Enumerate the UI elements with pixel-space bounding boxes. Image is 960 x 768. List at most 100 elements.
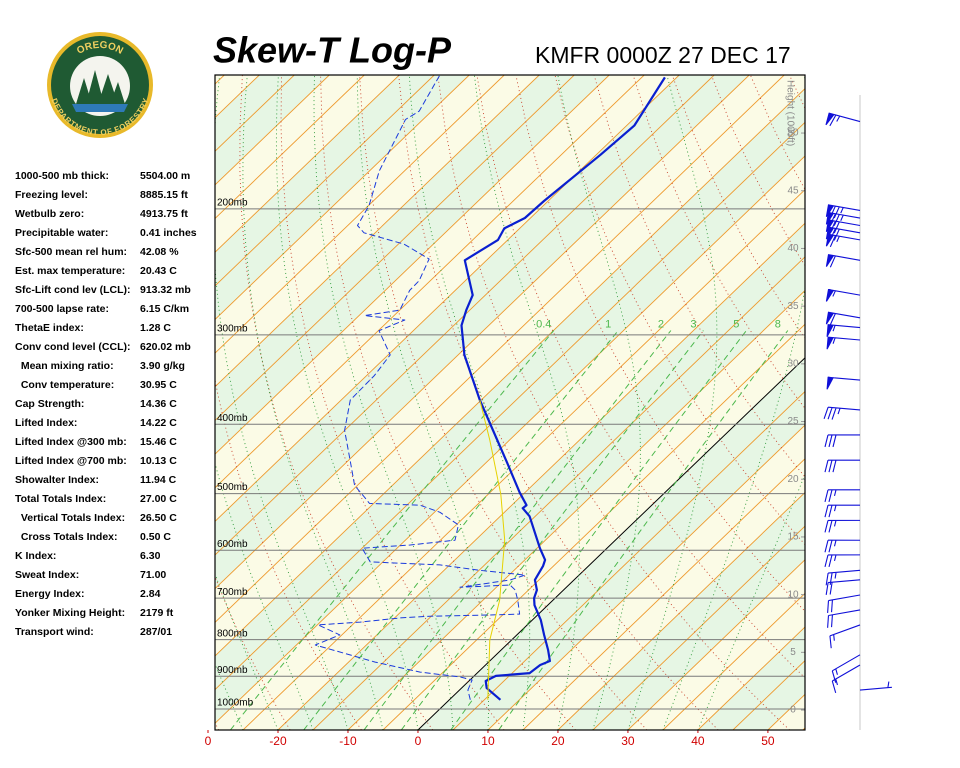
pressure-label: 600mb (217, 539, 248, 550)
index-value: 620.02 mb (140, 341, 191, 353)
mixing-ratio-line (450, 330, 747, 730)
indices-list: 1000-500 mb thick: 5504.00 m Freezing leve… (15, 170, 197, 638)
dewpoint-line (314, 75, 526, 700)
y2-tick-label: 45 (787, 185, 799, 196)
logo-text-top: OREGON (75, 40, 125, 57)
dry-adiabat (829, 75, 960, 730)
pressure-label: 800mb (217, 628, 248, 639)
isotherm (215, 75, 470, 321)
x-tick-label: -20 (269, 734, 287, 748)
index-label: Lifted Index @300 mb: (15, 436, 127, 448)
wind-barb (825, 233, 861, 248)
isotherm (522, 458, 805, 730)
index-value: 14.22 C (140, 417, 177, 429)
index-value: 1.28 C (140, 322, 171, 334)
wind-barb (825, 204, 861, 219)
wind-barb (826, 376, 861, 390)
x-tick-label: 30 (621, 734, 635, 748)
wind-barb (827, 594, 861, 613)
wind-barb (824, 489, 861, 502)
index-label: ThetaE index: (15, 322, 84, 334)
wind-barb (825, 254, 861, 268)
index-label: Conv temperature: (15, 379, 114, 391)
index-label: 700-500 lapse rate: (15, 303, 109, 315)
mixing-ratio-line (230, 330, 555, 730)
isotherm (838, 75, 960, 730)
isotherm (215, 75, 505, 354)
wind-barb (824, 539, 861, 553)
pressure-label: 900mb (217, 665, 248, 676)
wind-barb (859, 681, 892, 691)
index-value: 0.41 inches (140, 227, 197, 239)
wind-barb (829, 624, 861, 649)
wind-barb (826, 336, 861, 350)
index-value: 0.50 C (140, 531, 171, 543)
isotherm (215, 75, 435, 287)
index-label: Est. max temperature: (15, 265, 125, 277)
wind-barb (823, 406, 861, 420)
index-value: 15.46 C (140, 436, 177, 448)
pressure-label: 1000mb (217, 698, 254, 709)
y2-axis-label: Height (1000ft) (784, 80, 795, 146)
index-label: Wetbulb zero: (15, 208, 84, 220)
wind-barb (825, 311, 861, 326)
wind-barb (824, 434, 861, 448)
moist-adiabat (473, 75, 580, 730)
x-tick-label: 50 (761, 734, 775, 748)
mixing-ratio-label: 1 (605, 318, 611, 330)
index-value: 42.08 % (140, 246, 179, 258)
axes: 0.4 1 2 3 5 8200mb300mb400mb500mb600mb700mb80… (205, 74, 806, 748)
y2-tick-label: 30 (787, 358, 799, 369)
isotherm (215, 75, 785, 623)
index-label: Conv cond level (CCL): (15, 341, 131, 353)
mixing-ratio-label: 3 (690, 318, 696, 330)
isotherm (215, 75, 540, 388)
isotherm (215, 75, 610, 455)
mixing-ratio-label: 5 (733, 318, 739, 330)
wind-barb (824, 519, 861, 533)
wind-barb (827, 609, 861, 628)
isotherm (242, 188, 805, 730)
zero-isotherm (417, 357, 805, 730)
pressure-label: 300mb (217, 323, 248, 334)
index-label: Energy Index: (15, 588, 84, 600)
isotherm (627, 559, 805, 730)
x-tick-label: 40 (691, 734, 705, 748)
index-label: Lifted Index @700 mb: (15, 455, 127, 467)
index-label: Showalter Index: (15, 474, 99, 486)
plot-frame (214, 74, 806, 731)
y2-tick-label: 0 (790, 705, 796, 716)
isotherm (215, 121, 805, 691)
isotherm (215, 75, 575, 422)
wind-barb (831, 664, 861, 694)
wind-barb (824, 554, 861, 568)
isotherm (312, 256, 805, 730)
chart-title: Skew-T Log-P (213, 30, 452, 71)
index-value: 287/01 (140, 626, 172, 638)
y2-tick-label: 10 (787, 589, 799, 600)
chart-subtitle: KMFR 0000Z 27 DEC 17 (535, 42, 791, 68)
index-label: Freezing level: (15, 189, 88, 201)
logo-water (72, 104, 128, 112)
wind-barbs (823, 95, 892, 730)
mixing-ratio-line (303, 330, 619, 730)
isotherm-band (838, 75, 960, 730)
wind-barb (831, 654, 861, 683)
mixing-ratio-line (498, 330, 789, 730)
parcel-line (479, 399, 506, 700)
index-label: Sfc-500 mean rel hum: (15, 246, 127, 258)
index-value: 6.15 C/km (140, 303, 189, 315)
index-label: Vertical Totals Index: (15, 512, 125, 524)
moist-adiabat (275, 75, 419, 730)
index-label: 1000-500 mb thick: (15, 170, 109, 182)
isotherm (215, 75, 400, 253)
index-value: 8885.15 ft (140, 189, 188, 201)
isotherm (215, 75, 365, 220)
isotherm (382, 323, 805, 730)
isotherm (487, 424, 805, 730)
index-value: 27.00 C (140, 493, 177, 505)
index-value: 11.94 C (140, 474, 177, 486)
index-value: 913.32 mb (140, 284, 191, 296)
index-label: Total Totals Index: (15, 493, 106, 505)
index-value: 3.90 g/kg (140, 360, 185, 372)
